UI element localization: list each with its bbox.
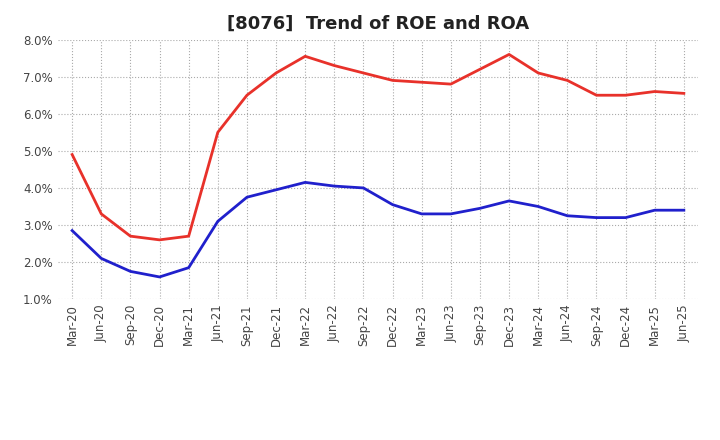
ROE (126, 234, 135, 239)
ROE (446, 81, 455, 87)
ROE (68, 152, 76, 157)
ROA (301, 180, 310, 185)
ROE (621, 92, 630, 98)
ROA (650, 208, 659, 213)
ROA (97, 256, 106, 261)
ROE (301, 54, 310, 59)
Line: ROA: ROA (72, 182, 684, 277)
ROE (418, 80, 426, 85)
ROE (243, 92, 251, 98)
ROA (184, 265, 193, 270)
ROE (184, 234, 193, 239)
ROA (68, 228, 76, 233)
ROA (446, 211, 455, 216)
ROA (505, 198, 513, 204)
ROE (271, 70, 280, 76)
ROA (271, 187, 280, 192)
ROE (534, 70, 543, 76)
ROA (243, 194, 251, 200)
ROA (213, 219, 222, 224)
ROA (388, 202, 397, 207)
ROE (476, 66, 485, 72)
ROA (563, 213, 572, 218)
Line: ROE: ROE (72, 55, 684, 240)
ROE (563, 78, 572, 83)
ROA (156, 274, 164, 279)
ROA (476, 205, 485, 211)
ROE (680, 91, 688, 96)
ROA (592, 215, 600, 220)
ROE (388, 78, 397, 83)
ROA (621, 215, 630, 220)
ROE (97, 211, 106, 216)
ROE (156, 237, 164, 242)
ROA (126, 269, 135, 274)
ROA (359, 185, 368, 191)
ROE (359, 70, 368, 76)
ROA (418, 211, 426, 216)
ROE (592, 92, 600, 98)
ROE (650, 89, 659, 94)
ROA (534, 204, 543, 209)
ROE (505, 52, 513, 57)
ROA (680, 208, 688, 213)
ROE (330, 63, 338, 68)
Title: [8076]  Trend of ROE and ROA: [8076] Trend of ROE and ROA (227, 15, 529, 33)
ROE (213, 130, 222, 135)
ROA (330, 183, 338, 189)
